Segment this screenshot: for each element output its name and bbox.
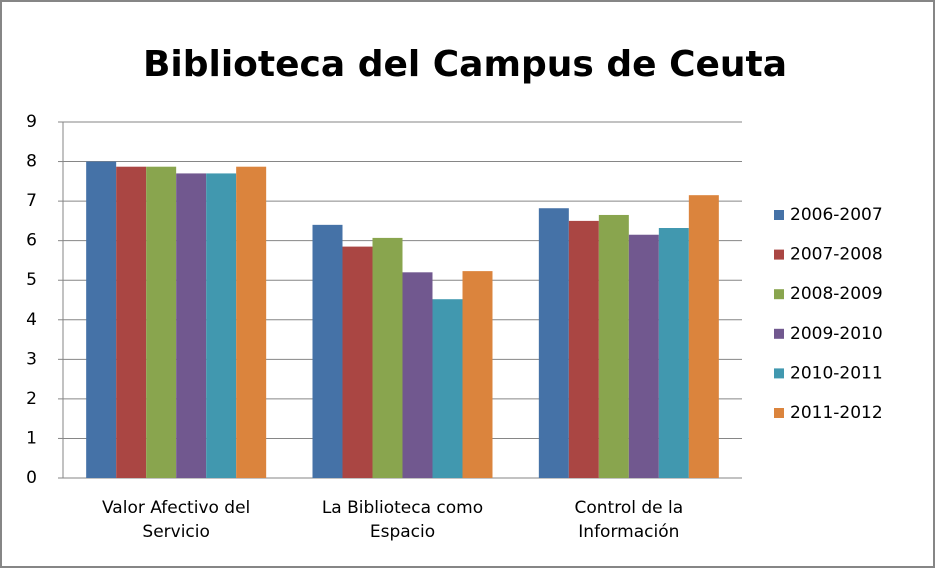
bar bbox=[538, 208, 569, 478]
legend-swatch bbox=[774, 368, 784, 379]
legend-swatch bbox=[774, 408, 784, 418]
bar bbox=[86, 161, 117, 479]
legend-label: 2007-2008 bbox=[790, 245, 883, 265]
x-tick-label: La Biblioteca como Espacio bbox=[321, 498, 484, 542]
bar bbox=[372, 237, 403, 478]
bar bbox=[432, 299, 463, 478]
y-tick-label: 2 bbox=[26, 389, 37, 409]
legend-label: 2006-2007 bbox=[790, 205, 883, 225]
bar bbox=[206, 173, 237, 478]
legend-label: 2011-2012 bbox=[790, 403, 883, 423]
chart-title: Biblioteca del Campus de Ceuta bbox=[143, 44, 787, 85]
legend-swatch bbox=[774, 328, 784, 339]
bar bbox=[658, 228, 689, 478]
bar bbox=[598, 214, 629, 478]
legend-swatch bbox=[774, 249, 784, 260]
bar bbox=[312, 224, 343, 478]
bar bbox=[236, 166, 267, 478]
legend-swatch bbox=[774, 289, 784, 300]
legend-swatch bbox=[774, 210, 784, 220]
bar bbox=[568, 220, 599, 478]
legend-label: 2010-2011 bbox=[790, 363, 883, 383]
y-tick-label: 8 bbox=[26, 152, 37, 172]
y-tick-label: 7 bbox=[26, 191, 37, 211]
y-tick-label: 4 bbox=[26, 310, 37, 330]
y-tick-label: 3 bbox=[26, 349, 37, 369]
bar bbox=[462, 271, 493, 478]
bar bbox=[116, 166, 147, 478]
y-tick-label: 0 bbox=[26, 468, 37, 488]
y-tick-label: 9 bbox=[26, 112, 37, 132]
x-tick-label: Valor Afectivo del Servicio bbox=[102, 498, 251, 542]
bar bbox=[688, 195, 719, 478]
y-tick-label: 5 bbox=[26, 270, 37, 290]
y-tick-label: 6 bbox=[26, 231, 37, 251]
bar bbox=[402, 272, 433, 478]
x-tick-label: Control de la Información bbox=[574, 498, 684, 542]
y-tick-label: 1 bbox=[26, 428, 37, 448]
legend-label: 2008-2009 bbox=[790, 284, 883, 304]
bar bbox=[176, 173, 207, 478]
legend-label: 2009-2010 bbox=[790, 324, 883, 344]
bar bbox=[146, 166, 177, 478]
bar bbox=[628, 234, 659, 478]
bar bbox=[342, 246, 373, 478]
